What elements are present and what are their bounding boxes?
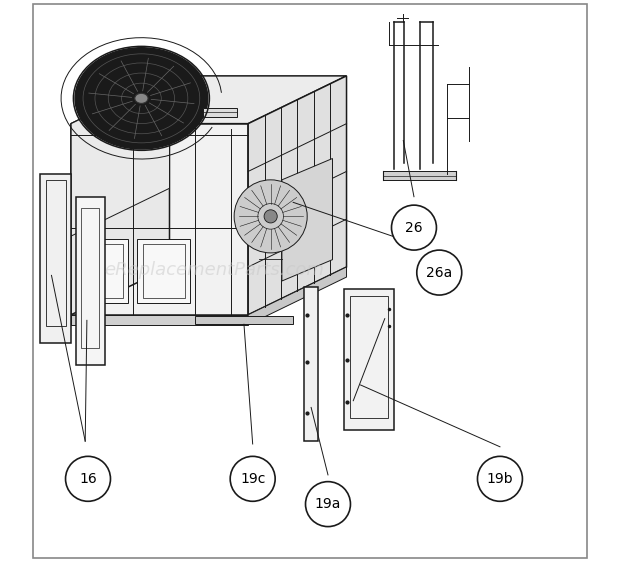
Polygon shape [138,239,190,303]
Polygon shape [282,158,332,281]
Polygon shape [343,289,394,430]
Text: 16: 16 [79,472,97,486]
Circle shape [417,250,462,295]
Text: eReplacementParts.com: eReplacementParts.com [105,261,324,279]
Text: 19b: 19b [487,472,513,486]
Polygon shape [71,76,169,315]
Circle shape [306,482,350,527]
Ellipse shape [135,93,148,103]
Polygon shape [304,287,319,441]
Circle shape [66,456,110,501]
Polygon shape [71,76,347,124]
Circle shape [230,456,275,501]
Polygon shape [195,316,293,324]
Circle shape [234,180,307,253]
Polygon shape [76,197,105,365]
Polygon shape [383,171,456,180]
Polygon shape [40,174,71,343]
Circle shape [477,456,523,501]
Text: 26: 26 [405,221,423,234]
Polygon shape [71,315,248,325]
Polygon shape [71,76,169,236]
Circle shape [391,205,436,250]
Polygon shape [203,108,237,117]
Polygon shape [76,239,128,303]
Polygon shape [248,267,347,325]
Text: 19c: 19c [240,472,265,486]
Polygon shape [71,124,248,315]
Text: 26a: 26a [426,266,453,279]
Circle shape [264,210,277,223]
Polygon shape [248,76,347,315]
Text: 19a: 19a [315,497,341,511]
Ellipse shape [75,48,208,149]
